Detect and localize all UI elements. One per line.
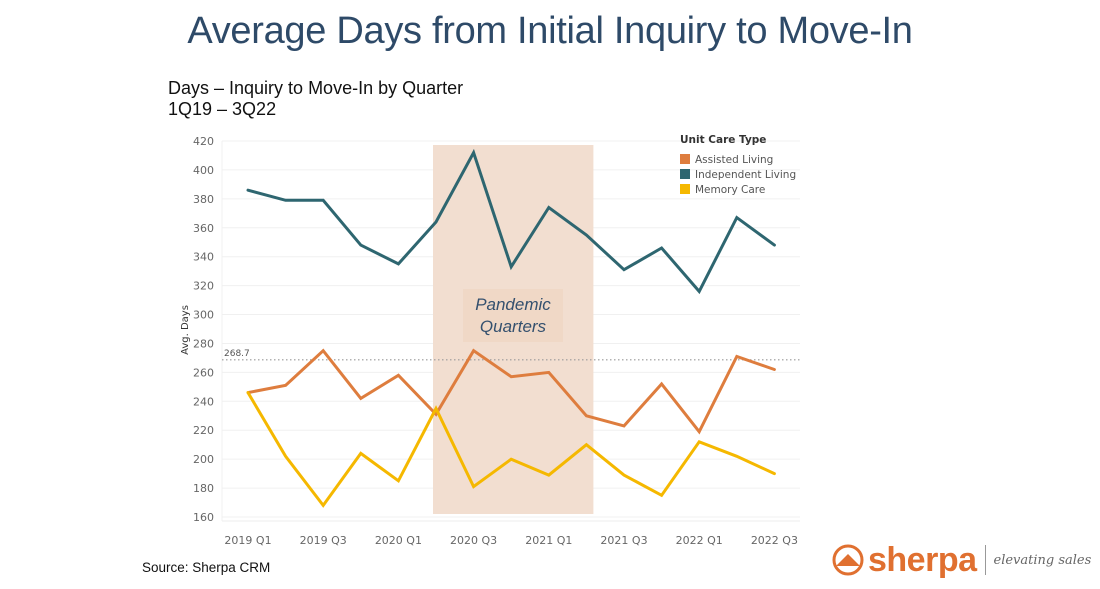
y-tick-label: 220 bbox=[193, 424, 214, 437]
x-tick-label: 2020 Q1 bbox=[375, 534, 422, 547]
chart-subtitle-line1: Days – Inquiry to Move-In by Quarter bbox=[168, 78, 464, 98]
y-tick-label: 360 bbox=[193, 222, 214, 235]
y-tick-label: 340 bbox=[193, 251, 214, 264]
source-note: Source: Sherpa CRM bbox=[142, 560, 271, 575]
x-tick-label: 2022 Q3 bbox=[751, 534, 798, 547]
x-tick-label: 2022 Q1 bbox=[676, 534, 723, 547]
series-line-memory-care bbox=[246, 391, 776, 508]
x-tick-label: 2021 Q1 bbox=[525, 534, 572, 547]
pandemic-label-box bbox=[463, 289, 563, 342]
y-axis-title: Avg. Days bbox=[180, 305, 191, 355]
x-tick-label: 2019 Q3 bbox=[300, 534, 347, 547]
chart-subtitle-line2: 1Q19 – 3Q22 bbox=[168, 99, 277, 119]
y-tick-label: 240 bbox=[193, 395, 214, 408]
legend-swatch-independent-living bbox=[680, 169, 690, 179]
legend-swatch-memory-care bbox=[680, 184, 690, 194]
y-tick-label: 400 bbox=[193, 164, 214, 177]
pandemic-label-line2: Quarters bbox=[480, 317, 547, 336]
x-tick-label: 2020 Q3 bbox=[450, 534, 497, 547]
pandemic-label-line1: Pandemic bbox=[475, 295, 551, 314]
y-tick-label: 200 bbox=[193, 453, 214, 466]
logo-tagline: elevating sales bbox=[993, 552, 1092, 568]
y-tick-label: 380 bbox=[193, 193, 214, 206]
y-tick-label: 320 bbox=[193, 280, 214, 293]
x-tick-label: 2021 Q3 bbox=[600, 534, 647, 547]
sherpa-logo: sherpa elevating sales bbox=[832, 540, 1091, 580]
logo-wordmark: sherpa bbox=[868, 540, 977, 579]
mountain-circle-icon bbox=[832, 544, 864, 576]
legend-label: Independent Living bbox=[695, 169, 796, 181]
reference-line-label: 268.7 bbox=[224, 349, 250, 359]
legend-title: Unit Care Type bbox=[680, 134, 766, 146]
y-tick-label: 280 bbox=[193, 337, 214, 350]
logo-divider bbox=[984, 545, 986, 575]
y-tick-label: 420 bbox=[193, 135, 214, 148]
y-tick-label: 180 bbox=[193, 482, 214, 495]
legend-swatch-assisted-living bbox=[680, 154, 690, 164]
series-line-assisted-living bbox=[246, 348, 776, 435]
legend-label: Memory Care bbox=[695, 184, 765, 196]
y-tick-label: 300 bbox=[193, 309, 214, 322]
y-tick-label: 160 bbox=[193, 511, 214, 524]
x-tick-label: 2019 Q1 bbox=[224, 534, 271, 547]
series-line-independent-living bbox=[246, 148, 776, 295]
y-tick-label: 260 bbox=[193, 366, 214, 379]
slide-title: Average Days from Initial Inquiry to Mov… bbox=[187, 10, 913, 52]
chart-subtitle: Days – Inquiry to Move-In by Quarter 1Q1… bbox=[168, 78, 463, 120]
legend-label: Assisted Living bbox=[695, 154, 773, 166]
